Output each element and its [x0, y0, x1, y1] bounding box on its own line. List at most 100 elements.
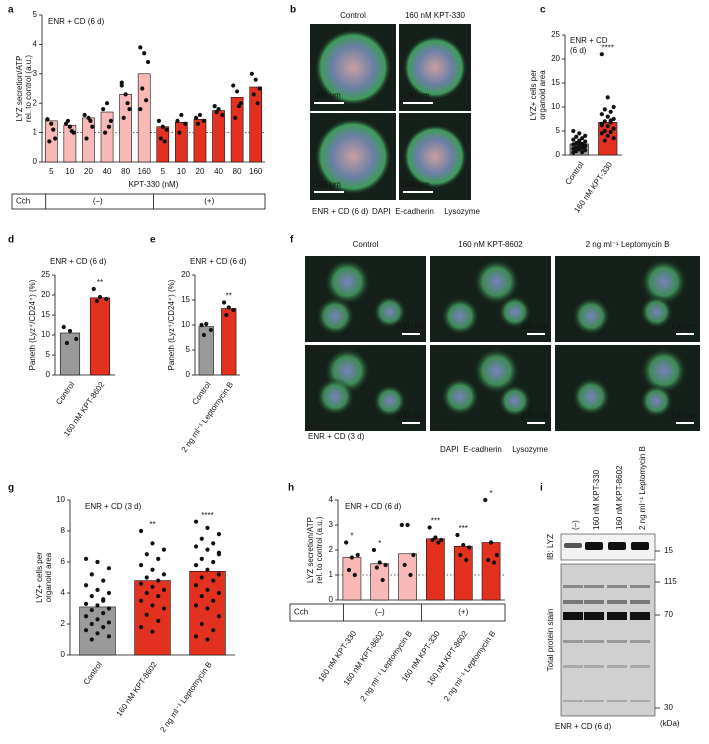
data-point — [67, 328, 73, 334]
data-point — [201, 118, 206, 123]
y-tick-label: 10 — [56, 495, 65, 504]
significance: ** — [149, 520, 155, 529]
data-point — [211, 628, 216, 633]
data-point — [253, 77, 258, 82]
cch-row — [289, 603, 506, 622]
data-point — [95, 617, 100, 622]
total-band — [584, 640, 604, 643]
bar — [100, 111, 114, 163]
data-point — [216, 614, 222, 619]
data-point — [160, 124, 165, 129]
data-point — [150, 567, 155, 572]
data-point — [121, 115, 126, 120]
scale-bar-label: 100 μm — [521, 322, 548, 331]
data-point — [374, 565, 379, 570]
data-point — [158, 136, 163, 141]
data-point — [45, 117, 50, 122]
data-point — [106, 620, 112, 625]
data-point — [138, 45, 143, 50]
data-point — [162, 139, 167, 144]
significance: *** — [459, 524, 468, 533]
data-point — [355, 552, 360, 558]
data-point — [193, 563, 199, 568]
column-header: 160 nM KPT-8602 — [458, 240, 523, 249]
data-point — [138, 528, 144, 534]
y-tick-label: 5 — [186, 345, 191, 354]
significance: * — [490, 489, 493, 498]
organoid — [639, 384, 674, 418]
data-point — [199, 621, 204, 627]
y-tick-label: 15 — [41, 310, 50, 319]
data-point — [177, 130, 182, 135]
data-point — [199, 556, 204, 562]
total-band — [563, 600, 583, 604]
total-band — [630, 585, 650, 588]
data-point — [161, 587, 167, 593]
data-point — [127, 106, 132, 112]
y-tick-label: 0 — [61, 650, 66, 659]
band — [631, 542, 649, 550]
y-axis-label: LYZ+ cells per — [35, 552, 44, 603]
data-point — [150, 603, 155, 608]
panel-letter: d — [8, 235, 14, 246]
data-point — [197, 112, 203, 118]
total-band — [584, 612, 604, 620]
x-tick-label: 40 — [214, 167, 223, 176]
x-tick-label: 160 nM KPT-8602 — [115, 660, 160, 718]
data-point — [208, 327, 214, 333]
y-axis-label: Paneth (Lyz⁺/CD24⁺) (%) — [28, 279, 37, 370]
y-tick-label: 0 — [329, 595, 334, 604]
total-band — [584, 585, 604, 588]
stain-label: E-cadherin — [395, 207, 434, 216]
total-band — [607, 665, 627, 668]
cch-label: Cch — [16, 197, 30, 206]
data-point — [104, 101, 110, 106]
data-point — [101, 578, 106, 583]
organoid — [403, 124, 467, 189]
y-axis-label: rel. to control (a.u.) — [315, 516, 324, 583]
chart-title: ENR + CD (6 d) — [48, 17, 105, 26]
x-tick-label: 80 — [121, 167, 130, 176]
x-axis-label: KPT-330 (nM) — [129, 180, 179, 189]
bar — [156, 126, 170, 163]
marker-label: 30 — [664, 703, 673, 712]
y-tick-label: 20 — [41, 290, 50, 299]
significance: **** — [602, 43, 614, 52]
x-tick-label: Control — [190, 380, 212, 406]
data-point — [119, 83, 124, 88]
data-point — [199, 322, 204, 328]
scale-bar-label: 100 μm — [521, 411, 548, 420]
significance: * — [350, 532, 353, 541]
data-point — [156, 118, 162, 123]
data-point — [69, 129, 74, 134]
data-point — [580, 150, 585, 155]
data-point — [161, 547, 167, 552]
chart-title: ENR + CD (6 d) — [50, 257, 107, 266]
y-tick-label: 15 — [181, 295, 190, 304]
data-point — [231, 307, 236, 313]
condition-label: ENR + CD (3 d) — [308, 432, 365, 441]
organoid — [373, 384, 407, 418]
data-point — [599, 112, 604, 117]
data-point — [161, 606, 167, 611]
y-tick-label: 10 — [41, 330, 50, 339]
data-point — [199, 594, 204, 599]
data-point — [89, 637, 94, 642]
lane-label: 160 nM KPT-330 — [592, 469, 601, 530]
scale-bar-label: 100 μm — [396, 322, 423, 331]
data-point — [83, 583, 89, 588]
blot-label: IB: LYZ — [546, 534, 555, 560]
data-point — [104, 296, 109, 302]
data-point — [101, 106, 106, 112]
data-point — [257, 86, 262, 91]
total-band — [584, 600, 604, 604]
data-point — [83, 601, 89, 606]
total-band — [630, 700, 650, 702]
y-tick-label: 8 — [61, 526, 66, 535]
data-point — [138, 563, 144, 568]
data-point — [436, 540, 441, 545]
bar — [453, 545, 473, 601]
data-point — [344, 540, 349, 545]
data-point — [216, 590, 222, 596]
data-point — [211, 578, 216, 583]
